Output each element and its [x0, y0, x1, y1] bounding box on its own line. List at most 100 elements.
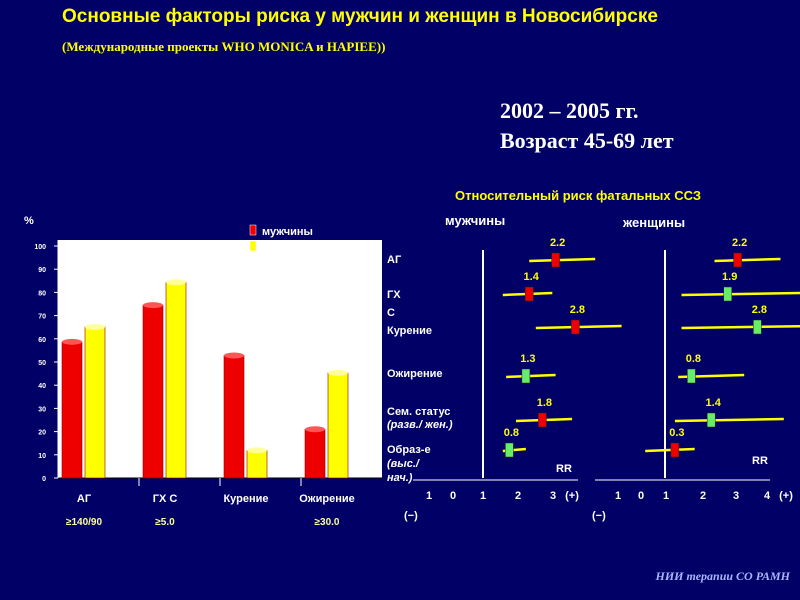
rr-value-label: 1.4: [524, 271, 540, 283]
bar-men: [223, 355, 245, 479]
ci-line: [681, 291, 800, 297]
rr-value-label: 0.3: [669, 427, 684, 439]
bar-top: [224, 352, 244, 359]
threshold-label: ≥5.0: [155, 517, 175, 528]
ci-line: [529, 257, 596, 263]
legend-swatch-men: [249, 224, 257, 236]
bar-value-label: 65.1: [87, 308, 103, 317]
ci-line: [506, 373, 556, 379]
rr-marker: [670, 442, 680, 458]
y-tick-label: 70: [38, 314, 46, 321]
forest-minus-label: (−): [592, 510, 606, 522]
bar-value-label: 84.4: [168, 263, 184, 272]
rr-marker: [723, 286, 732, 302]
rr-marker: [687, 368, 696, 384]
rr-marker: [706, 412, 716, 428]
bar-men: [304, 428, 326, 479]
rr-marker: [753, 319, 762, 335]
ci-line: [714, 257, 781, 263]
y-tick-label: 10: [38, 453, 46, 460]
category-label: Курение: [223, 493, 268, 505]
rr-marker: [551, 252, 560, 268]
forest-tick-label: 1: [480, 490, 486, 502]
legend-swatch-women: [249, 240, 257, 252]
y-tick-label: 100: [34, 244, 46, 251]
page-title: Основные факторы риска у мужчин и женщин…: [62, 6, 658, 27]
y-tick-label: 60: [38, 337, 46, 344]
forest-tick-label: 1: [426, 490, 432, 502]
category-label: АГ: [77, 493, 92, 505]
risk-factor-label: Сем. статус: [387, 406, 450, 418]
rr-marker: [505, 442, 514, 458]
rr-value-label: 1.4: [706, 397, 722, 409]
legend-label-men: мужчины: [262, 226, 313, 238]
forest-tick-label: 0: [450, 490, 456, 502]
bar-value-label: 74.5: [145, 286, 161, 295]
bar-women: [246, 450, 268, 479]
y-tick-label: 40: [38, 383, 46, 390]
risk-factor-label: Курение: [387, 325, 432, 337]
bar-women: [327, 372, 349, 479]
footer-institute: НИИ терапии СО РАМН: [655, 569, 790, 583]
category-label: ГХ С: [153, 493, 178, 505]
y-tick-label: 0: [42, 476, 46, 483]
legend-label-women: женщины: [261, 242, 315, 254]
risk-factor-label: (разв./ жен.): [387, 419, 453, 431]
rr-value-label: 2.2: [732, 237, 747, 249]
forest-tick-label: 3: [550, 490, 556, 502]
rr-value-label: 1.9: [722, 271, 737, 283]
rr-label: RR: [752, 455, 768, 467]
forest-tick-label: 2: [700, 490, 706, 502]
category-label: Ожирение: [299, 493, 354, 505]
forest-tick-label: 1: [615, 490, 621, 502]
forest-tick-label: 3: [733, 490, 739, 502]
y-tick-label: 30: [38, 406, 46, 413]
forest-tick-label: 4: [764, 490, 771, 502]
study-period-block: 2002 – 2005 гг. Возраст 45-69 лет: [500, 96, 674, 156]
bar-value-label: 21.0: [307, 410, 323, 419]
ci-line: [674, 417, 784, 423]
y-axis-label: %: [24, 215, 34, 227]
ci-line: [645, 447, 695, 453]
bar-men: [142, 304, 164, 479]
risk-factor-label: ГХ: [387, 289, 401, 301]
rr-marker: [538, 412, 547, 428]
risk-factor-label: Ожирение: [387, 368, 442, 380]
rr-marker: [571, 319, 580, 335]
forest-panel-title: мужчины: [445, 213, 505, 228]
bar-value-label: 45.3: [330, 354, 346, 363]
y-tick-label: 20: [38, 430, 46, 437]
forest-tick-label: 1: [663, 490, 669, 502]
bar-top: [328, 369, 348, 376]
bar-value-label: 11.9: [249, 431, 265, 440]
ci-line: [681, 324, 800, 330]
threshold-label: ≥140/90: [66, 517, 103, 528]
bar-value-label: 58.7: [64, 323, 80, 332]
bar-top: [305, 426, 325, 433]
threshold-label: ≥30.0: [315, 517, 340, 528]
bar-top: [143, 302, 163, 309]
page-subtitle: (Международные проекты WHO MONICA и HAPI…: [62, 39, 386, 54]
rr-value-label: 2.8: [570, 304, 585, 316]
rr-value-label: 2.8: [752, 304, 767, 316]
forest-tick-label: 0: [638, 490, 644, 502]
forest-title: Относительный риск фатальных ССЗ: [455, 188, 702, 203]
rr-marker: [524, 286, 534, 302]
bar-top: [62, 338, 82, 345]
y-tick-label: 50: [38, 360, 46, 367]
rr-value-label: 1.3: [520, 353, 535, 365]
rr-label: RR: [556, 463, 572, 475]
bar-top: [247, 447, 267, 454]
bar-men: [61, 341, 83, 479]
forest-minus-label: (−): [404, 510, 418, 522]
bar-value-label: 52.8: [226, 337, 242, 346]
rr-value-label: 2.2: [550, 237, 565, 249]
y-tick-label: 80: [38, 290, 46, 297]
risk-factor-label: Образ-е: [387, 444, 431, 456]
bar-top: [166, 279, 186, 286]
forest-tick-label: (+): [779, 490, 793, 502]
age-range: Возраст 45-69 лет: [500, 128, 674, 153]
forest-panel-title: женщины: [622, 215, 685, 230]
study-period: 2002 – 2005 гг.: [500, 98, 639, 123]
